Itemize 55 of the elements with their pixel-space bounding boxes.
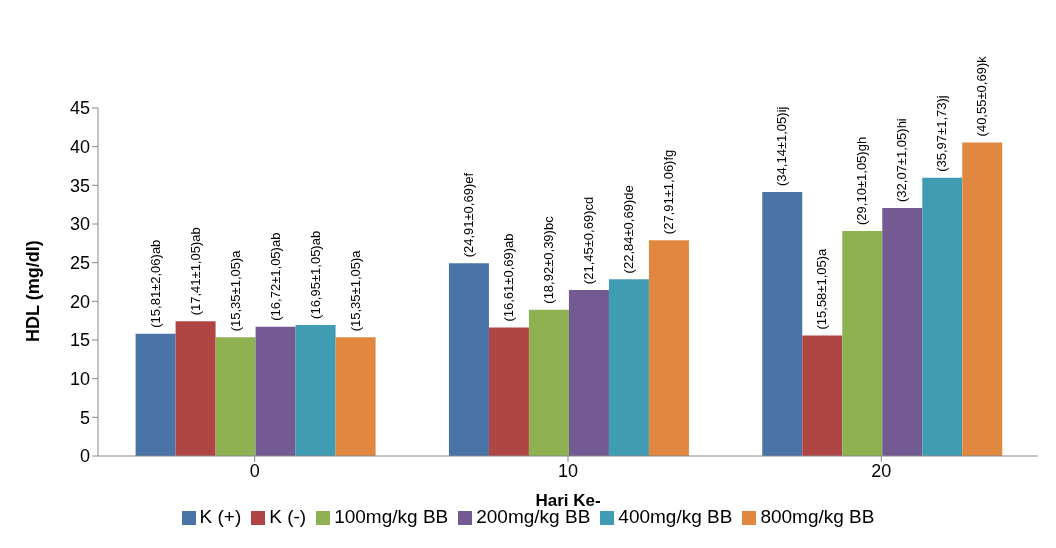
y-axis-title: HDL (mg/dl) (23, 240, 44, 342)
y-tick-label: 10 (69, 369, 90, 390)
bar (448, 263, 489, 456)
bar (488, 327, 529, 456)
bar (135, 333, 176, 456)
y-tick-label: 30 (69, 214, 90, 235)
data-label: (40,55±0,69)k (974, 55, 990, 137)
data-label: (21,45±0,69)cd (580, 196, 596, 285)
bar (608, 279, 649, 456)
y-tick-label: 35 (69, 175, 90, 196)
bar (255, 326, 296, 456)
data-label: (34,14±1,05)ij (774, 106, 790, 186)
data-label: (22,84±0,69)de (620, 185, 636, 274)
bar (962, 142, 1003, 456)
y-tick-label: 20 (69, 291, 90, 312)
data-label: (18,92±0,39)bc (540, 215, 556, 304)
legend-label: 800mg/kg BB (760, 506, 875, 527)
bar (335, 337, 376, 456)
data-label: (35,97±1,73)j (934, 95, 950, 172)
data-label: (32,07±1,05)hi (894, 118, 910, 202)
y-tick-label: 40 (69, 137, 90, 158)
y-tick-label: 25 (69, 253, 90, 274)
bar (882, 207, 923, 456)
y-tick-label: 45 (69, 98, 90, 119)
bar (175, 321, 216, 456)
bar (762, 191, 803, 456)
x-tick-label: 0 (249, 460, 260, 481)
x-tick-label: 10 (557, 460, 579, 481)
x-tick-label: 20 (871, 460, 892, 481)
bar (648, 240, 689, 456)
data-label: (17,41±1,05)ab (187, 227, 203, 316)
data-label: (16,61±0,69)ab (500, 233, 516, 322)
y-tick-label: 0 (79, 446, 90, 467)
legend-label: K (+) (199, 506, 242, 527)
bar (215, 337, 256, 456)
data-label: (15,58±1,05)a (814, 247, 830, 330)
legend-label: 100mg/kg BB (334, 506, 449, 527)
data-label: (27,91±1,06)fg (660, 149, 676, 235)
bar (295, 324, 336, 456)
data-label: (16,95±1,05)ab (307, 230, 323, 319)
legend-label: 400mg/kg BB (618, 506, 733, 527)
data-label: (24,91±0,69)ef (460, 172, 476, 258)
data-label: (29,10±1,05)gh (854, 136, 870, 225)
bar (842, 230, 883, 456)
bar (568, 290, 609, 456)
data-label: (15,35±1,05)a (227, 249, 243, 332)
bar (802, 335, 843, 456)
bar (528, 309, 569, 456)
data-label: (15,35±1,05)a (347, 249, 363, 332)
y-tick-label: 15 (69, 330, 90, 351)
y-tick-label: 5 (79, 407, 90, 428)
legend-label: K (-) (269, 506, 307, 527)
bar (922, 177, 963, 456)
data-label: (16,72±1,05)ab (267, 232, 283, 321)
data-label: (15,81±2,06)ab (147, 239, 163, 328)
